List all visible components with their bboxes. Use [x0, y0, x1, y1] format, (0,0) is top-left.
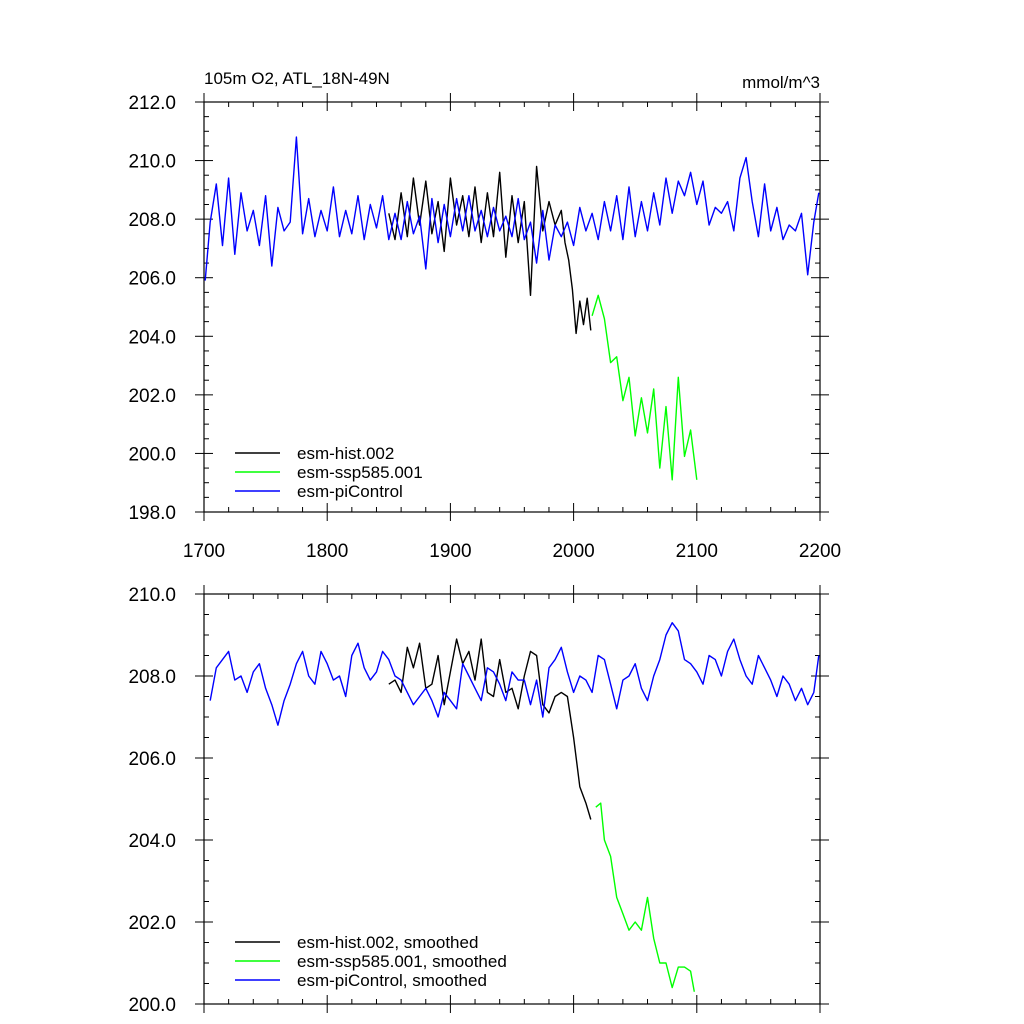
axis-ticks-bottom: 200.0 202.0 204.0 206.0 208.0 210.0 [128, 585, 829, 1016]
y-tick-label: 204.0 [128, 831, 176, 852]
legend-label: esm-ssp585.001, smoothed [297, 952, 507, 971]
series-line-esm-hist-002-smoothed [388, 638, 592, 820]
bottom-panel: 200.0 202.0 204.0 206.0 208.0 210.0 esm-hist.… [128, 585, 829, 1016]
y-tick-label: 202.0 [128, 913, 176, 934]
axis-ticks-top: 1700 1800 1900 2000 2100 2200 198.0 200.0 202.0 2… [128, 93, 841, 562]
x-tick-label: 2100 [676, 541, 718, 562]
legend-label: esm-hist.002, smoothed [297, 933, 478, 952]
y-tick-label: 198.0 [128, 503, 176, 524]
y-tick-label: 202.0 [128, 386, 176, 407]
legend-label: esm-piControl, smoothed [297, 971, 487, 990]
y-tick-label: 200.0 [128, 444, 176, 465]
legend-label: esm-ssp585.001 [297, 463, 423, 482]
x-tick-label: 1900 [429, 541, 471, 562]
y-tick-label: 208.0 [128, 210, 176, 231]
series-group-bottom [209, 622, 820, 992]
x-tick-label: 2200 [799, 541, 841, 562]
legend-label: esm-hist.002 [297, 444, 394, 463]
x-tick-label: 1800 [306, 541, 348, 562]
units-label: mmol/m^3 [742, 73, 820, 92]
y-tick-label: 210.0 [128, 585, 176, 606]
y-tick-label: 208.0 [128, 667, 176, 688]
series-group-top [204, 136, 820, 481]
chart-title: 105m O2, ATL_18N-49N [204, 69, 390, 88]
x-tick-label: 2000 [552, 541, 594, 562]
series-line-esm-hist-002 [388, 165, 592, 335]
y-tick-label: 206.0 [128, 749, 176, 770]
y-tick-label: 212.0 [128, 93, 176, 114]
y-tick-label: 210.0 [128, 152, 176, 173]
series-line-esm-ssp585-001-smoothed [595, 802, 695, 992]
y-tick-label: 204.0 [128, 327, 176, 348]
y-tick-label: 200.0 [128, 995, 176, 1016]
top-panel: 105m O2, ATL_18N-49N mmol/m^3 1700 1800 19… [128, 69, 841, 562]
x-tick-label: 1700 [183, 541, 225, 562]
series-line-esm-picontrol [204, 136, 820, 281]
series-line-esm-picontrol-smoothed [209, 622, 820, 726]
y-tick-label: 206.0 [128, 269, 176, 290]
series-line-esm-ssp585-001 [591, 294, 698, 481]
legend-label: esm-piControl [297, 482, 403, 501]
